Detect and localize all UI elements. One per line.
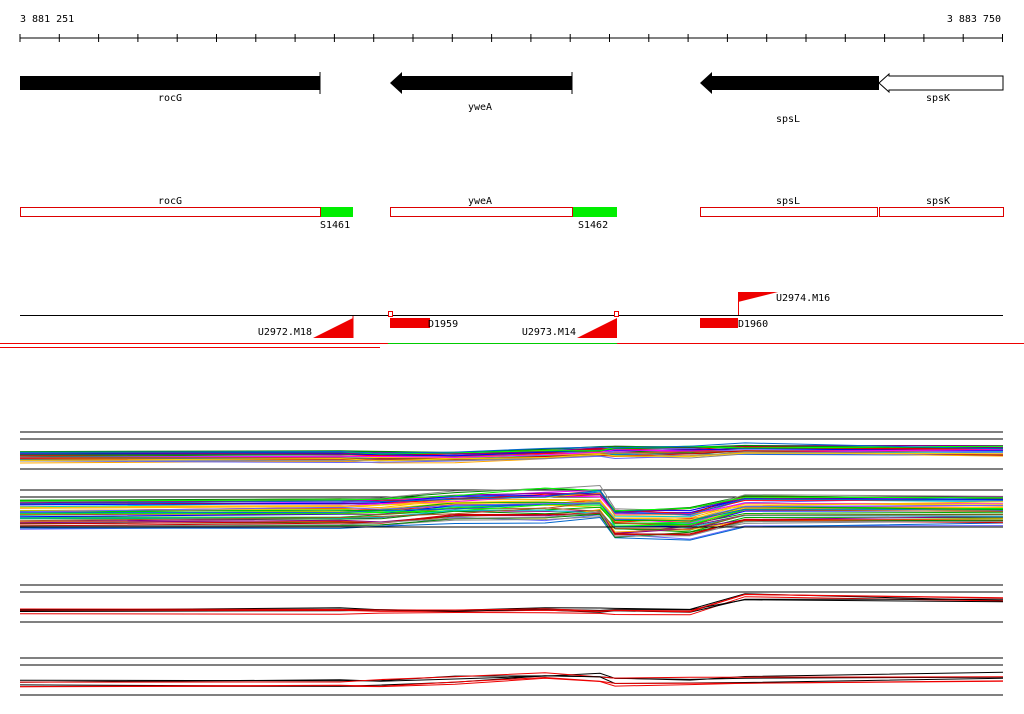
profile-line bbox=[19, 509, 1004, 528]
gene-label: yweA bbox=[468, 102, 492, 113]
profile-line bbox=[19, 442, 1004, 454]
profile-line bbox=[19, 672, 1004, 683]
probe-marker bbox=[577, 318, 617, 338]
annotation-label: spsK bbox=[926, 196, 950, 207]
gene-yweA bbox=[390, 72, 572, 94]
profile-line bbox=[19, 489, 1004, 516]
profile-line bbox=[19, 499, 1004, 521]
probe-tag bbox=[388, 311, 393, 317]
segment-box bbox=[573, 207, 617, 217]
profile-line bbox=[19, 676, 1004, 688]
profile-line bbox=[19, 495, 1004, 515]
probe-label: U2972.M18 bbox=[258, 327, 312, 338]
probe-label: U2974.M16 bbox=[776, 293, 830, 304]
probe-label: D1959 bbox=[428, 319, 458, 330]
gene-label: rocG bbox=[158, 93, 182, 104]
gene-spsL bbox=[700, 72, 879, 94]
profile-line bbox=[19, 448, 1004, 459]
annotation-label: spsL bbox=[776, 196, 800, 207]
profile-line bbox=[19, 487, 1004, 512]
probe-marker bbox=[313, 318, 353, 338]
gene-spsK bbox=[878, 72, 1004, 94]
scale-start: 3 881 251 bbox=[20, 14, 74, 25]
annotation-label: yweA bbox=[468, 196, 492, 207]
probe-box bbox=[700, 318, 738, 328]
segment-box bbox=[321, 207, 353, 217]
gene-label: spsL bbox=[776, 114, 800, 125]
profile-line bbox=[19, 511, 1004, 537]
scale-end: 3 883 750 bbox=[947, 14, 1001, 25]
probe-label: U2973.M14 bbox=[522, 327, 576, 338]
probe-box bbox=[390, 318, 430, 328]
gene-rocG bbox=[20, 76, 320, 90]
segment-label: S1461 bbox=[320, 220, 350, 231]
annotation-box bbox=[390, 207, 573, 217]
profile-line bbox=[19, 502, 1004, 521]
annotation-box bbox=[20, 207, 321, 217]
profile-line bbox=[19, 593, 1004, 612]
segment-label: S1462 bbox=[578, 220, 608, 231]
probe-label: D1960 bbox=[738, 319, 768, 330]
annotation-box bbox=[879, 207, 1004, 217]
profile-line bbox=[19, 501, 1004, 527]
profile-line bbox=[19, 451, 1004, 462]
profile-line bbox=[19, 452, 1004, 462]
probe-tag bbox=[614, 311, 619, 317]
annotation-box bbox=[700, 207, 878, 217]
ruler-ticks bbox=[19, 34, 1003, 42]
annotation-label: rocG bbox=[158, 196, 182, 207]
profile-line bbox=[19, 593, 1004, 611]
expression-profiles bbox=[19, 431, 1004, 696]
probe-marker bbox=[738, 292, 778, 302]
annotation-track bbox=[20, 207, 1004, 217]
profile-line bbox=[19, 507, 1004, 530]
gene-label: spsK bbox=[926, 93, 950, 104]
